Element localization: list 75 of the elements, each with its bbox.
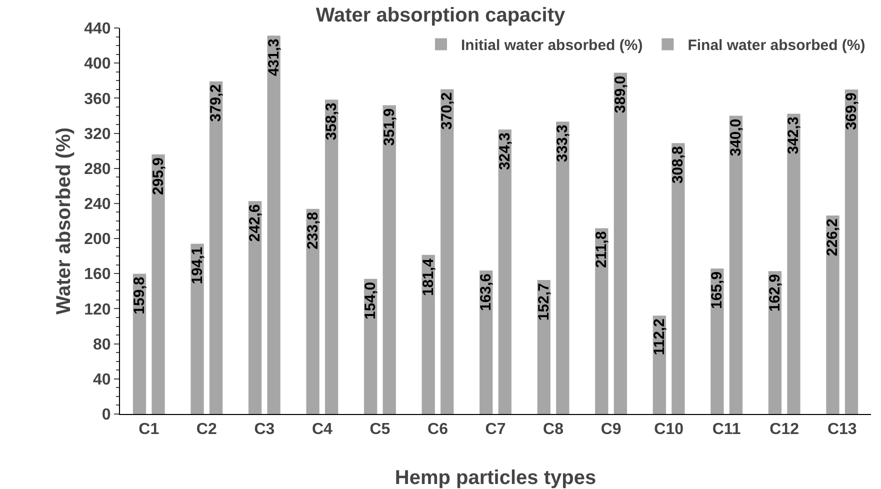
x-tick-label: C6 [428, 421, 448, 438]
bar [844, 90, 858, 414]
data-label: 152,7 [535, 283, 552, 321]
data-label: 165,9 [708, 271, 726, 310]
x-tick-label: C2 [196, 421, 217, 438]
bar [498, 130, 512, 414]
x-tick-label: C12 [770, 421, 800, 438]
x-tick-label: C4 [312, 421, 333, 438]
y-tick-label: 200 [84, 231, 111, 248]
data-label: 162,9 [766, 274, 784, 312]
y-tick-label: 320 [84, 126, 111, 143]
x-tick-label: C8 [543, 421, 564, 438]
x-tick-label: C7 [485, 421, 506, 438]
x-tick-label: C13 [827, 421, 857, 438]
data-label: 342,3 [785, 116, 802, 154]
bar [190, 244, 204, 414]
bar [614, 72, 627, 414]
data-label: 211,8 [593, 231, 610, 268]
legend-label: Final water absorbed (%) [688, 37, 866, 54]
y-tick-label: 120 [84, 301, 111, 318]
data-label: 226,2 [824, 218, 842, 256]
bar [787, 114, 800, 414]
data-label: 379,2 [208, 84, 225, 122]
bar [382, 105, 396, 414]
bar [306, 208, 320, 414]
data-label: 389,0 [612, 76, 629, 114]
data-label: 340,0 [727, 118, 744, 156]
chart-title: Water absorption capacity [316, 4, 566, 26]
data-label: 242,6 [246, 204, 264, 242]
legend-label: Initial water absorbed (%) [461, 37, 643, 54]
x-tick-label: C3 [254, 421, 275, 438]
x-tick-label: C1 [138, 421, 160, 438]
x-axis-title: Hemp particles types [394, 467, 596, 489]
bar [556, 122, 570, 414]
data-label: 369,9 [843, 92, 860, 130]
data-label: 159,8 [131, 276, 148, 314]
bar [248, 201, 262, 414]
x-tick-label: C5 [370, 421, 390, 438]
bar [209, 81, 223, 414]
bar [595, 228, 608, 414]
y-tick-label: 360 [84, 90, 111, 108]
y-axis-title: Water absorbed (%) [53, 127, 75, 315]
data-label: 194,1 [188, 246, 206, 284]
bar [267, 36, 280, 414]
x-tick-label: C11 [712, 421, 741, 438]
data-label: 163,6 [478, 273, 495, 312]
x-tick-label: C10 [654, 421, 684, 438]
y-tick-label: 240 [84, 196, 111, 214]
data-label: 370,2 [438, 92, 456, 130]
y-tick-label: 160 [84, 266, 111, 284]
bar [729, 116, 743, 414]
y-tick-label: 280 [84, 160, 111, 178]
bar [325, 100, 338, 414]
data-label: 154,0 [362, 282, 380, 320]
bar [826, 216, 840, 414]
y-tick-label: 0 [102, 406, 111, 424]
y-tick-label: 40 [93, 372, 111, 389]
y-tick-label: 440 [84, 20, 111, 38]
data-label: 112,2 [650, 318, 668, 356]
data-label: 431,3 [265, 38, 282, 76]
bar [440, 89, 454, 414]
bar [672, 143, 685, 414]
bar [152, 154, 165, 414]
y-tick-label: 400 [84, 56, 111, 73]
data-label: 233,8 [304, 212, 322, 250]
data-label: 308,8 [670, 146, 687, 184]
data-label: 333,3 [554, 124, 572, 162]
data-label: 324,3 [496, 132, 514, 170]
data-label: 358,3 [323, 102, 340, 140]
data-label: 351,9 [380, 108, 398, 146]
y-tick-label: 80 [93, 336, 111, 354]
data-label: 295,9 [150, 157, 167, 195]
bar [710, 268, 724, 414]
data-label: 181,4 [420, 258, 437, 296]
x-tick-label: C9 [600, 421, 622, 438]
